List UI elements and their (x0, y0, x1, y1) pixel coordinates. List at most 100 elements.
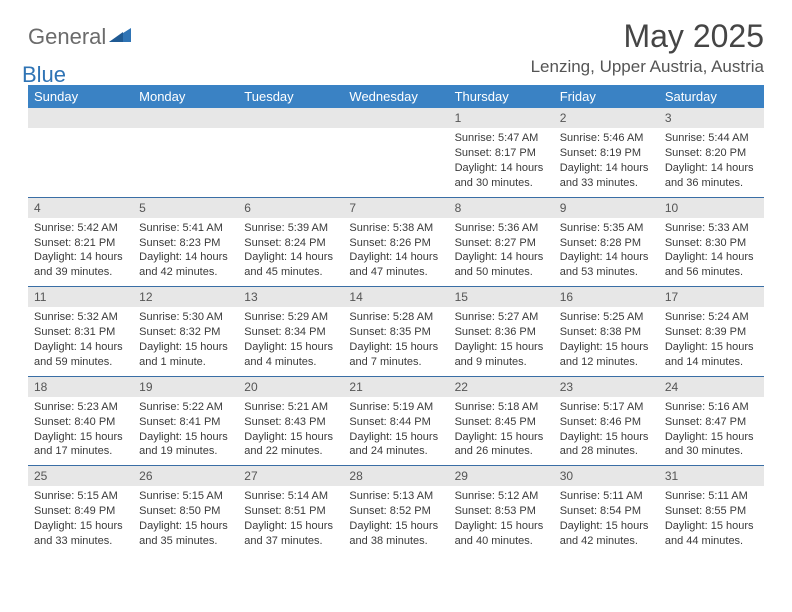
day-cell: 23Sunrise: 5:17 AMSunset: 8:46 PMDayligh… (554, 377, 659, 466)
sunrise-text: Sunrise: 5:21 AM (244, 400, 337, 415)
sunset-text: Sunset: 8:21 PM (34, 236, 127, 251)
logo-triangle-icon (109, 26, 133, 44)
sunrise-text: Sunrise: 5:27 AM (455, 310, 548, 325)
sunrise-text: Sunrise: 5:33 AM (665, 221, 758, 236)
day-cell: 10Sunrise: 5:33 AMSunset: 8:30 PMDayligh… (659, 198, 764, 287)
sunset-text: Sunset: 8:28 PM (560, 236, 653, 251)
daylight-text: Daylight: 15 hours and 1 minute. (139, 340, 232, 370)
daylight-text: Daylight: 14 hours and 56 minutes. (665, 250, 758, 280)
day-body: Sunrise: 5:44 AMSunset: 8:20 PMDaylight:… (659, 128, 764, 196)
day-cell: 28Sunrise: 5:13 AMSunset: 8:52 PMDayligh… (343, 466, 448, 555)
sunrise-text: Sunrise: 5:11 AM (665, 489, 758, 504)
sunrise-text: Sunrise: 5:24 AM (665, 310, 758, 325)
sunset-text: Sunset: 8:51 PM (244, 504, 337, 519)
day-number: 27 (238, 466, 343, 486)
day-number: 4 (28, 198, 133, 218)
day-cell: 22Sunrise: 5:18 AMSunset: 8:45 PMDayligh… (449, 377, 554, 466)
day-body: Sunrise: 5:27 AMSunset: 8:36 PMDaylight:… (449, 307, 554, 375)
sunrise-text: Sunrise: 5:12 AM (455, 489, 548, 504)
day-number: 9 (554, 198, 659, 218)
day-number: 26 (133, 466, 238, 486)
weekday-wed: Wednesday (343, 85, 448, 108)
week-row: 11Sunrise: 5:32 AMSunset: 8:31 PMDayligh… (28, 286, 764, 376)
day-body: Sunrise: 5:35 AMSunset: 8:28 PMDaylight:… (554, 218, 659, 286)
daylight-text: Daylight: 15 hours and 26 minutes. (455, 430, 548, 460)
daylight-text: Daylight: 14 hours and 30 minutes. (455, 161, 548, 191)
sunset-text: Sunset: 8:24 PM (244, 236, 337, 251)
sunrise-text: Sunrise: 5:18 AM (455, 400, 548, 415)
daylight-text: Daylight: 15 hours and 28 minutes. (560, 430, 653, 460)
day-number: 30 (554, 466, 659, 486)
day-body: Sunrise: 5:39 AMSunset: 8:24 PMDaylight:… (238, 218, 343, 286)
day-cell (28, 108, 133, 197)
day-number (28, 108, 133, 128)
weekday-fri: Friday (554, 85, 659, 108)
sunrise-text: Sunrise: 5:15 AM (139, 489, 232, 504)
day-cell: 5Sunrise: 5:41 AMSunset: 8:23 PMDaylight… (133, 198, 238, 287)
daylight-text: Daylight: 15 hours and 38 minutes. (349, 519, 442, 549)
day-number: 31 (659, 466, 764, 486)
day-number: 5 (133, 198, 238, 218)
daylight-text: Daylight: 15 hours and 9 minutes. (455, 340, 548, 370)
day-body: Sunrise: 5:23 AMSunset: 8:40 PMDaylight:… (28, 397, 133, 465)
day-cell: 2Sunrise: 5:46 AMSunset: 8:19 PMDaylight… (554, 108, 659, 197)
day-cell (133, 108, 238, 197)
day-cell: 29 Sunrise: 5:12 AMSunset: 8:53 PMDayligh… (449, 466, 554, 555)
day-body: Sunrise: 5:17 AMSunset: 8:46 PMDaylight:… (554, 397, 659, 465)
day-body (28, 128, 133, 188)
daylight-text: Daylight: 14 hours and 33 minutes. (560, 161, 653, 191)
day-cell: 15Sunrise: 5:27 AMSunset: 8:36 PMDayligh… (449, 287, 554, 376)
daylight-text: Daylight: 15 hours and 22 minutes. (244, 430, 337, 460)
week-row: 1Sunrise: 5:47 AMSunset: 8:17 PMDaylight… (28, 108, 764, 197)
day-cell: 25Sunrise: 5:15 AMSunset: 8:49 PMDayligh… (28, 466, 133, 555)
title-block: May 2025 Lenzing, Upper Austria, Austria (531, 18, 764, 77)
sunrise-text: Sunrise: 5:17 AM (560, 400, 653, 415)
day-body: Sunrise: 5:15 AMSunset: 8:49 PMDaylight:… (28, 486, 133, 554)
sunset-text: Sunset: 8:31 PM (34, 325, 127, 340)
sunset-text: Sunset: 8:46 PM (560, 415, 653, 430)
day-number: 16 (554, 287, 659, 307)
day-cell: 7Sunrise: 5:38 AMSunset: 8:26 PMDaylight… (343, 198, 448, 287)
sunrise-text: Sunrise: 5:36 AM (455, 221, 548, 236)
day-cell: 8Sunrise: 5:36 AMSunset: 8:27 PMDaylight… (449, 198, 554, 287)
sunset-text: Sunset: 8:53 PM (455, 504, 548, 519)
day-body: Sunrise: 5:18 AMSunset: 8:45 PMDaylight:… (449, 397, 554, 465)
weekday-header: Sunday Monday Tuesday Wednesday Thursday… (28, 85, 764, 108)
day-body: Sunrise: 5:42 AMSunset: 8:21 PMDaylight:… (28, 218, 133, 286)
daylight-text: Daylight: 15 hours and 42 minutes. (560, 519, 653, 549)
daylight-text: Daylight: 14 hours and 53 minutes. (560, 250, 653, 280)
day-body: Sunrise: 5:21 AMSunset: 8:43 PMDaylight:… (238, 397, 343, 465)
day-number: 23 (554, 377, 659, 397)
day-cell: 26Sunrise: 5:15 AMSunset: 8:50 PMDayligh… (133, 466, 238, 555)
day-cell: 1Sunrise: 5:47 AMSunset: 8:17 PMDaylight… (449, 108, 554, 197)
day-number: 3 (659, 108, 764, 128)
sunset-text: Sunset: 8:47 PM (665, 415, 758, 430)
day-cell: 16Sunrise: 5:25 AMSunset: 8:38 PMDayligh… (554, 287, 659, 376)
day-body: Sunrise: 5:30 AMSunset: 8:32 PMDaylight:… (133, 307, 238, 375)
day-number: 29 (449, 466, 554, 486)
logo-text-general: General (28, 24, 106, 49)
daylight-text: Daylight: 15 hours and 7 minutes. (349, 340, 442, 370)
daylight-text: Daylight: 15 hours and 14 minutes. (665, 340, 758, 370)
day-body: Sunrise: 5:36 AMSunset: 8:27 PMDaylight:… (449, 218, 554, 286)
sunset-text: Sunset: 8:49 PM (34, 504, 127, 519)
day-body: Sunrise: 5:29 AMSunset: 8:34 PMDaylight:… (238, 307, 343, 375)
sunset-text: Sunset: 8:32 PM (139, 325, 232, 340)
sunset-text: Sunset: 8:36 PM (455, 325, 548, 340)
daylight-text: Daylight: 15 hours and 40 minutes. (455, 519, 548, 549)
day-number: 11 (28, 287, 133, 307)
daylight-text: Daylight: 15 hours and 37 minutes. (244, 519, 337, 549)
daylight-text: Daylight: 15 hours and 24 minutes. (349, 430, 442, 460)
week-row: 25Sunrise: 5:15 AMSunset: 8:49 PMDayligh… (28, 465, 764, 555)
weekday-thu: Thursday (449, 85, 554, 108)
day-body: Sunrise: 5:25 AMSunset: 8:38 PMDaylight:… (554, 307, 659, 375)
sunrise-text: Sunrise: 5:47 AM (455, 131, 548, 146)
day-cell: 19Sunrise: 5:22 AMSunset: 8:41 PMDayligh… (133, 377, 238, 466)
daylight-text: Daylight: 15 hours and 33 minutes. (34, 519, 127, 549)
day-cell (238, 108, 343, 197)
calendar-page: General Blue May 2025 Lenzing, Upper Aus… (0, 0, 792, 573)
sunrise-text: Sunrise: 5:46 AM (560, 131, 653, 146)
day-cell: 11Sunrise: 5:32 AMSunset: 8:31 PMDayligh… (28, 287, 133, 376)
day-cell: 27Sunrise: 5:14 AMSunset: 8:51 PMDayligh… (238, 466, 343, 555)
day-body (238, 128, 343, 188)
